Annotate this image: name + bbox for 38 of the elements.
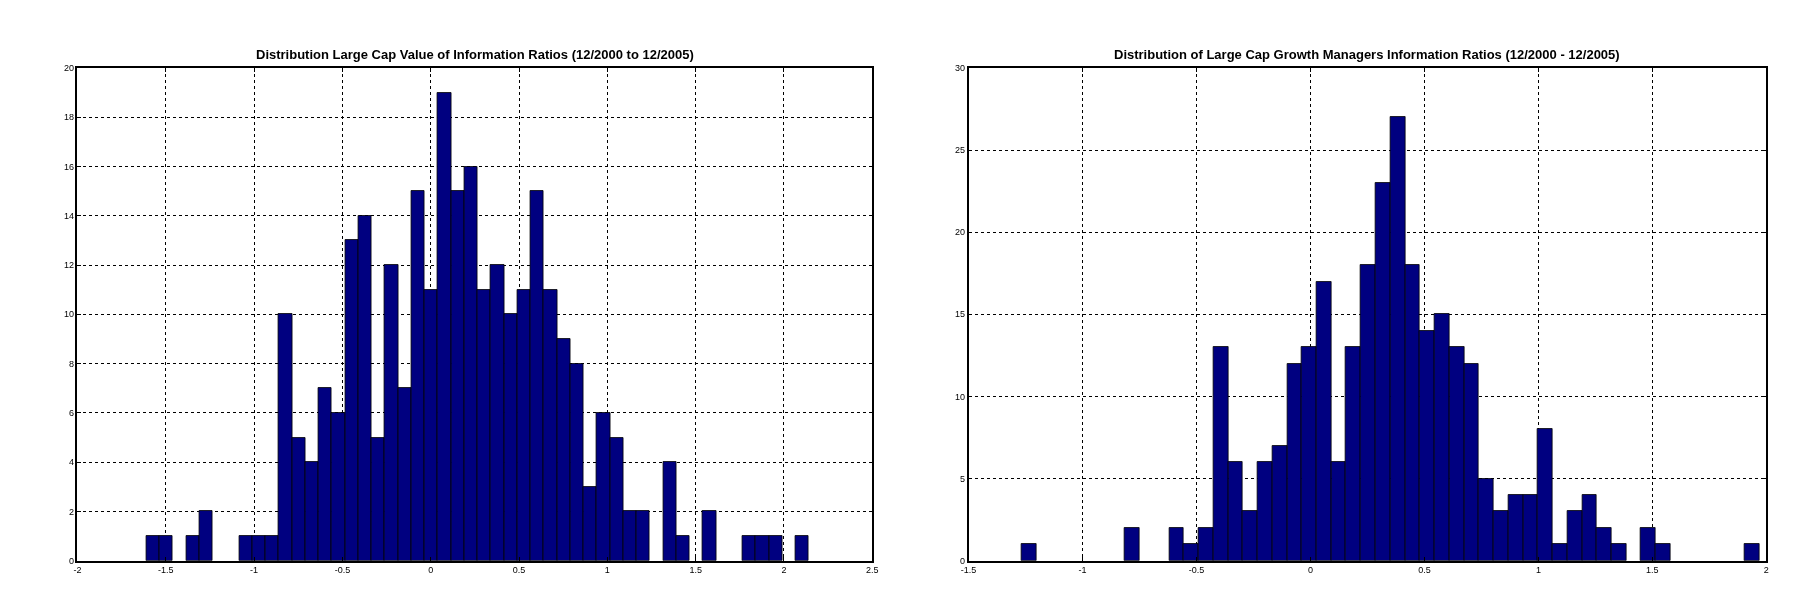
chart-title: Distribution of Large Cap Growth Managers Information Ratios (12/2000 - 12/2005)	[1114, 47, 1620, 62]
y-tick-label: 20	[63, 63, 74, 74]
y-tick-label: 14	[63, 210, 74, 221]
x-tick-label: 2	[781, 565, 787, 576]
x-tick-label: 1	[1535, 565, 1541, 576]
x-tick-label: -0.5	[1188, 565, 1205, 576]
x-tick-label: -1	[1078, 565, 1087, 576]
chart-title: Distribution Large Cap Value of Information Ratios (12/2000 to 12/2005)	[256, 47, 694, 62]
y-tick-label: 6	[68, 408, 74, 418]
x-tick-label: -1	[250, 565, 259, 576]
y-tick-label: 16	[63, 161, 74, 172]
y-tick-label: 5	[959, 473, 965, 484]
y-tick-label: 0	[959, 555, 965, 566]
x-tick-label: -1.5	[158, 565, 174, 576]
x-tick-label: 1	[604, 565, 610, 576]
y-tick-label: 2	[68, 506, 74, 517]
y-tick-label: 0	[68, 555, 74, 566]
y-tick-label: 4	[68, 457, 74, 468]
x-tick-label: -2	[73, 565, 82, 576]
x-tick-label: 0.5	[512, 565, 526, 576]
x-tick-label: 1.5	[1646, 565, 1659, 576]
y-tick-label: 18	[63, 112, 74, 123]
y-tick-label: 25	[954, 145, 965, 156]
y-tick-label: 20	[954, 227, 965, 238]
y-tick-label: 8	[68, 358, 74, 369]
y-tick-label: 15	[954, 309, 965, 320]
x-tick-label: -0.5	[334, 565, 351, 576]
x-tick-label: 2	[1763, 565, 1769, 576]
y-tick-label: 10	[954, 391, 965, 402]
y-tick-label: 30	[954, 63, 965, 74]
x-tick-label: 2.5	[866, 565, 879, 576]
y-tick-label: 12	[63, 260, 74, 271]
x-tick-label: 1.5	[689, 565, 702, 576]
y-tick-label: 10	[63, 309, 74, 320]
x-tick-label: 0	[1307, 565, 1313, 576]
x-tick-label: 0	[428, 565, 434, 576]
x-tick-label: 0.5	[1418, 565, 1431, 576]
x-tick-label: -1.5	[960, 565, 977, 576]
